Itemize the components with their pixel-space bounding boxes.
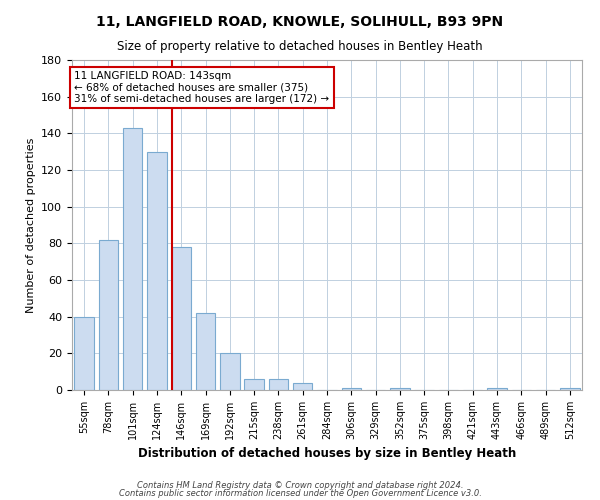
Text: Size of property relative to detached houses in Bentley Heath: Size of property relative to detached ho…: [117, 40, 483, 53]
Bar: [244, 379, 264, 390]
Bar: [172, 247, 191, 390]
Text: Contains HM Land Registry data © Crown copyright and database right 2024.: Contains HM Land Registry data © Crown c…: [137, 481, 463, 490]
Bar: [560, 388, 580, 390]
Text: 11, LANGFIELD ROAD, KNOWLE, SOLIHULL, B93 9PN: 11, LANGFIELD ROAD, KNOWLE, SOLIHULL, B9…: [97, 15, 503, 29]
Y-axis label: Number of detached properties: Number of detached properties: [26, 138, 35, 312]
Bar: [269, 379, 288, 390]
Bar: [487, 388, 507, 390]
Bar: [99, 240, 118, 390]
X-axis label: Distribution of detached houses by size in Bentley Heath: Distribution of detached houses by size …: [138, 448, 516, 460]
Bar: [220, 354, 239, 390]
Text: Contains public sector information licensed under the Open Government Licence v3: Contains public sector information licen…: [119, 488, 481, 498]
Bar: [196, 313, 215, 390]
Text: 11 LANGFIELD ROAD: 143sqm
← 68% of detached houses are smaller (375)
31% of semi: 11 LANGFIELD ROAD: 143sqm ← 68% of detac…: [74, 71, 329, 104]
Bar: [341, 388, 361, 390]
Bar: [293, 382, 313, 390]
Bar: [147, 152, 167, 390]
Bar: [390, 388, 410, 390]
Bar: [123, 128, 142, 390]
Bar: [74, 316, 94, 390]
